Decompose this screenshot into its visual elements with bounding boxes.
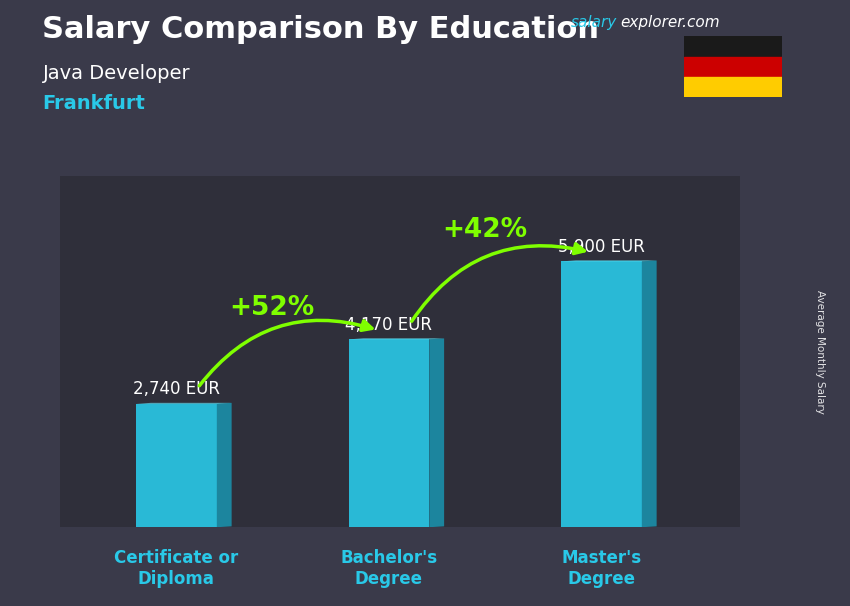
Text: Average Monthly Salary: Average Monthly Salary — [815, 290, 825, 413]
Text: 5,900 EUR: 5,900 EUR — [558, 238, 645, 256]
Bar — [684, 36, 782, 56]
Polygon shape — [217, 403, 231, 527]
Text: Frankfurt: Frankfurt — [42, 94, 145, 113]
Text: 2,740 EUR: 2,740 EUR — [133, 381, 220, 398]
Polygon shape — [642, 261, 656, 527]
Text: explorer.com: explorer.com — [620, 15, 720, 30]
Polygon shape — [348, 338, 445, 339]
Bar — [684, 56, 782, 77]
Text: 4,170 EUR: 4,170 EUR — [345, 316, 433, 334]
Bar — [684, 77, 782, 97]
Text: Java Developer: Java Developer — [42, 64, 190, 82]
Polygon shape — [136, 404, 217, 527]
Text: +42%: +42% — [442, 217, 527, 243]
Polygon shape — [561, 261, 642, 527]
Polygon shape — [429, 338, 445, 527]
Text: salary: salary — [571, 15, 617, 30]
Text: Salary Comparison By Education: Salary Comparison By Education — [42, 15, 599, 44]
Text: +52%: +52% — [230, 295, 314, 321]
Polygon shape — [136, 403, 231, 404]
Polygon shape — [348, 339, 429, 527]
